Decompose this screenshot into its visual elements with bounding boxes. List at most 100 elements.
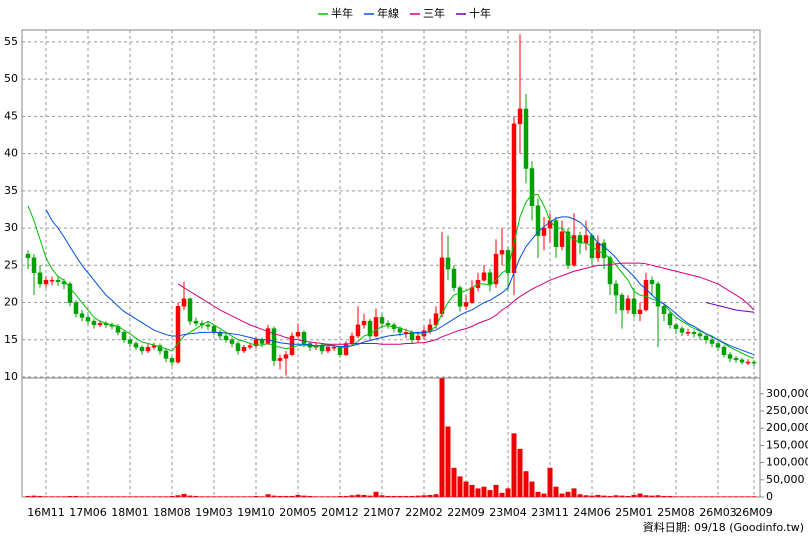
volume-bar <box>253 495 259 497</box>
volume-bar <box>421 495 427 497</box>
volume-bar <box>547 467 553 497</box>
candle-body <box>529 168 535 206</box>
y2-tick-label: 150,000 <box>766 438 808 451</box>
volume-bar <box>745 496 751 497</box>
volume-bar <box>313 496 319 497</box>
volume-bar <box>331 496 337 497</box>
volume-bar <box>637 493 643 497</box>
candle-body <box>643 279 649 311</box>
volume-bar <box>715 496 721 497</box>
volume-bar <box>499 492 505 497</box>
candle-body <box>43 279 49 285</box>
x-tick-label: 26M03 <box>699 506 737 519</box>
volume-bar <box>751 496 757 497</box>
candle-body <box>721 346 727 355</box>
candle-body <box>601 242 607 259</box>
volume-bar <box>589 495 595 497</box>
candle-body <box>349 335 355 344</box>
candle-body <box>55 279 61 282</box>
volume-bar <box>277 495 283 497</box>
volume-bar <box>337 495 343 497</box>
volume-bar <box>721 496 727 497</box>
volume-bar <box>67 495 73 497</box>
x-tick-label: 19M03 <box>195 506 233 519</box>
volume-bar <box>151 496 157 497</box>
volume-bar <box>127 496 133 497</box>
volume-bar <box>373 491 379 497</box>
plot-frame <box>21 29 761 498</box>
candle-body <box>661 306 667 314</box>
volume-bar <box>577 494 583 497</box>
x-tick-label: 26M09 <box>735 506 773 519</box>
volume-bar <box>301 495 307 497</box>
y-tick-label: 40 <box>4 147 18 160</box>
candle-body <box>481 272 487 281</box>
y2-tick-label: 300,000 <box>766 387 808 400</box>
candle-body <box>439 257 445 314</box>
legend-label: 三年 <box>423 6 445 20</box>
volume-bar <box>409 495 415 497</box>
candle-body <box>385 323 391 326</box>
candle-body <box>223 335 229 341</box>
legend-label: 半年 <box>331 6 353 20</box>
volume-bar <box>505 488 511 497</box>
volume-bar <box>235 496 241 497</box>
volume-bar <box>463 481 469 497</box>
x-tick-label: 16M11 <box>27 506 65 519</box>
candle-body <box>139 346 145 352</box>
y-tick-label: 15 <box>4 333 18 346</box>
volume-bar <box>175 495 181 497</box>
volume-bar <box>247 496 253 497</box>
volume-bar <box>727 496 733 497</box>
candle-body <box>73 302 79 314</box>
volume-bar <box>451 467 457 497</box>
volume-bar <box>139 496 145 497</box>
candle-body <box>739 359 745 363</box>
candle-body <box>331 346 337 349</box>
volume-bar <box>97 496 103 497</box>
candle-body <box>373 317 379 337</box>
volume-bar <box>493 484 499 497</box>
ma-line <box>705 302 755 313</box>
candle-body <box>415 335 421 341</box>
candle-body <box>673 324 679 329</box>
candle-body <box>523 108 529 169</box>
candle-body <box>667 313 673 326</box>
volume-bar <box>187 495 193 497</box>
volume-bar <box>121 496 127 497</box>
candle-body <box>715 343 721 348</box>
candle-body <box>181 298 187 307</box>
candle-body <box>649 279 655 285</box>
candle-body <box>211 326 217 333</box>
volume-bar <box>703 496 709 497</box>
volume-bar <box>145 496 151 497</box>
volume-bar <box>379 495 385 497</box>
volume-bar <box>85 496 91 497</box>
candle-body <box>91 320 97 326</box>
candle-body <box>241 346 247 352</box>
volume-bar <box>475 488 481 497</box>
candle-body <box>235 343 241 352</box>
volume-bar <box>697 496 703 497</box>
volume-bar <box>73 495 79 497</box>
volume-bar <box>427 494 433 497</box>
candle-body <box>445 257 451 270</box>
volume-bar <box>487 490 493 497</box>
volume-bar <box>439 378 445 497</box>
candle-body <box>487 272 493 285</box>
x-tick-label: 25M01 <box>615 506 653 519</box>
candle-body <box>433 313 439 326</box>
x-tick-label: 20M12 <box>321 506 359 519</box>
candle-body <box>451 268 457 288</box>
volume-bar <box>679 496 685 497</box>
volume-bar <box>583 495 589 497</box>
volume-bar <box>481 486 487 497</box>
volume-bar <box>319 496 325 497</box>
x-tick-label: 24M06 <box>573 506 611 519</box>
candle-body <box>541 227 547 236</box>
volume-bar <box>205 496 211 497</box>
volume-bar <box>343 495 349 497</box>
volume-bar <box>115 496 121 497</box>
candle-body <box>85 317 91 322</box>
volume-bar <box>43 496 49 497</box>
